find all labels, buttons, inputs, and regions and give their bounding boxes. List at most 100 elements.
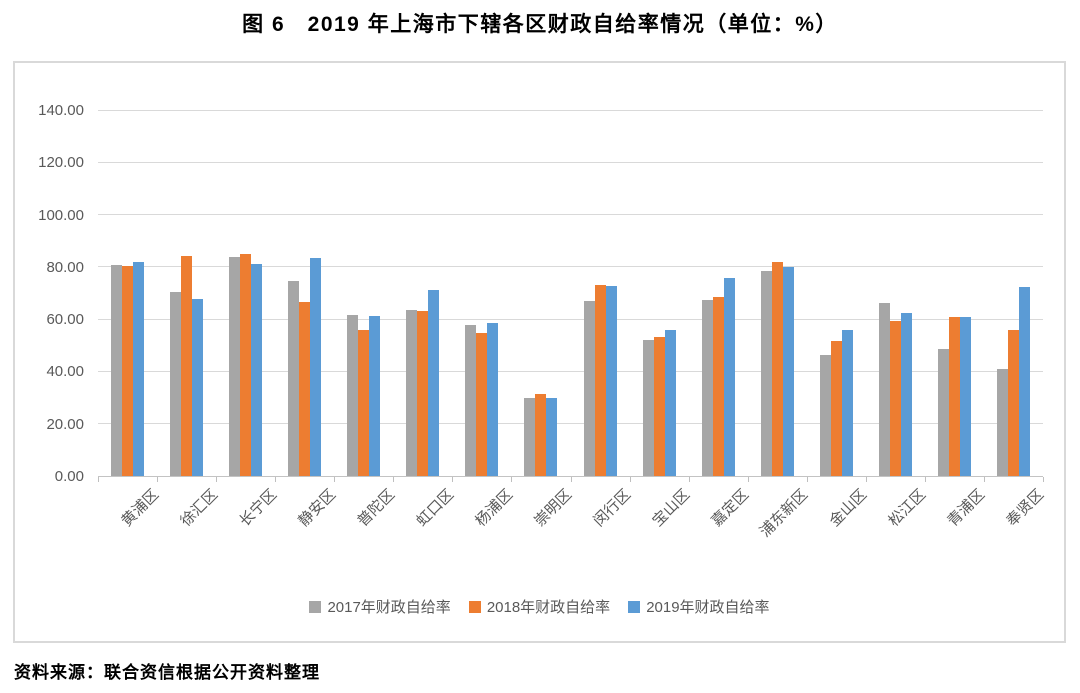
bar-group: [984, 287, 1043, 476]
x-axis-tick: [570, 477, 572, 482]
gridline: [98, 318, 1043, 320]
x-axis-tick: [275, 477, 277, 482]
legend-item-2017: 2017年财政自给率: [309, 596, 451, 617]
bar-2019-11: [782, 266, 794, 476]
x-axis-category-label: 长宁区: [235, 486, 280, 530]
x-axis-tick: [157, 477, 159, 482]
bar-2017-10: [701, 299, 713, 476]
bar-group: [98, 261, 157, 476]
bar-2017-2: [229, 256, 241, 476]
legend-item-2019: 2019年财政自给率: [628, 596, 770, 617]
gridline: [98, 214, 1043, 216]
bar-2017-8: [583, 300, 595, 476]
bar-2019-7: [546, 398, 558, 476]
x-axis-tick: [334, 477, 336, 482]
bar-group: [630, 330, 689, 476]
x-axis-category-label: 松江区: [885, 486, 930, 530]
bar-2019-14: [959, 316, 971, 476]
bar-2017-14: [937, 348, 949, 476]
x-axis-tick: [452, 477, 454, 482]
bar-2017-7: [524, 398, 536, 476]
bar-2018-3: [299, 301, 311, 476]
x-axis-tick: [216, 477, 218, 482]
bar-2018-13: [889, 320, 901, 476]
x-axis-tick: [98, 477, 99, 482]
bar-2017-5: [406, 310, 418, 476]
x-axis-tick: [924, 477, 926, 482]
bar-2018-2: [240, 253, 252, 476]
bar-2018-14: [948, 316, 960, 476]
gridline: [98, 266, 1043, 268]
bar-2018-8: [594, 285, 606, 476]
bar-2019-4: [369, 315, 381, 476]
bar-2018-10: [712, 296, 724, 476]
bar-group: [393, 290, 452, 476]
bar-2017-15: [996, 368, 1008, 476]
bar-group: [689, 277, 748, 476]
bar-2019-6: [487, 322, 499, 476]
legend-label-2019: 2019年财政自给率: [646, 599, 770, 616]
bar-group: [334, 314, 393, 476]
y-axis-tick-label: 80.00: [46, 258, 84, 276]
x-axis-category-label: 浦东新区: [756, 486, 812, 541]
x-axis-tick: [865, 477, 867, 482]
figure-title: 图 6 2019 年上海市下辖各区财政自给率情况（单位：%）: [242, 13, 838, 36]
x-axis-category-label: 普陀区: [354, 486, 398, 530]
bar-2018-9: [653, 336, 665, 476]
bar-2019-5: [428, 290, 440, 476]
chart-legend: 2017年财政自给率 2018年财政自给率 2019年财政自给率: [15, 596, 1064, 617]
x-axis-category-label: 宝山区: [649, 486, 694, 530]
bar-2017-12: [819, 355, 831, 476]
x-axis-tick: [747, 477, 749, 482]
gridline: [98, 370, 1043, 372]
legend-swatch-2019: [628, 600, 641, 613]
x-axis-category-label: 金山区: [826, 486, 871, 530]
bar-2017-6: [465, 324, 477, 476]
bar-2017-1: [170, 291, 182, 476]
bar-group: [571, 285, 630, 476]
bar-2018-11: [771, 261, 783, 476]
legend-swatch-2017: [309, 600, 322, 613]
bar-group: [925, 316, 984, 476]
x-axis-tick: [393, 477, 395, 482]
bar-2019-1: [192, 299, 204, 476]
bar-2017-13: [878, 302, 890, 476]
gridline: [98, 423, 1043, 425]
bar-2018-1: [181, 256, 193, 476]
x-axis-category-label: 杨浦区: [472, 486, 517, 530]
source-note: 资料来源：联合资信根据公开资料整理: [14, 663, 320, 682]
bar-group: [748, 261, 807, 476]
x-axis-tick: [511, 477, 513, 482]
x-axis-category-label: 崇明区: [531, 486, 576, 530]
gridline: [98, 109, 1043, 111]
x-axis-tick: [806, 477, 808, 482]
bar-2017-0: [111, 264, 123, 476]
bar-2018-6: [476, 333, 488, 476]
chart-container: 0.00 20.00 40.00 60.00 80.00 100.00 120.00 140.…: [13, 61, 1066, 643]
legend-label-2017: 2017年财政自给率: [327, 599, 451, 616]
x-axis-tick: [983, 477, 985, 482]
y-axis-tick-label: 120.00: [38, 154, 84, 172]
bar-group: [807, 329, 866, 476]
x-axis-tick: [1043, 477, 1044, 482]
bar-2019-8: [605, 286, 617, 476]
x-axis-tick: [629, 477, 631, 482]
bar-group: [866, 302, 925, 476]
y-axis-tick-label: 40.00: [46, 363, 84, 381]
bar-2019-0: [133, 261, 145, 476]
x-axis-category-label: 静安区: [295, 486, 339, 530]
bar-group: [511, 394, 570, 476]
bar-2017-9: [642, 340, 654, 476]
legend-swatch-2018: [468, 600, 481, 613]
bar-2019-10: [723, 277, 735, 476]
bar-2019-13: [900, 313, 912, 476]
bar-2018-12: [830, 341, 842, 476]
bar-2019-2: [251, 263, 263, 476]
plot-area: 0.00 20.00 40.00 60.00 80.00 100.00 120.00 140.…: [38, 102, 1048, 541]
bar-2017-4: [347, 314, 359, 476]
x-axis-category-label: 黄浦区: [117, 486, 162, 530]
bar-2019-3: [310, 257, 322, 476]
bar-group: [216, 253, 275, 476]
x-axis-category-label: 徐汇区: [176, 486, 221, 530]
